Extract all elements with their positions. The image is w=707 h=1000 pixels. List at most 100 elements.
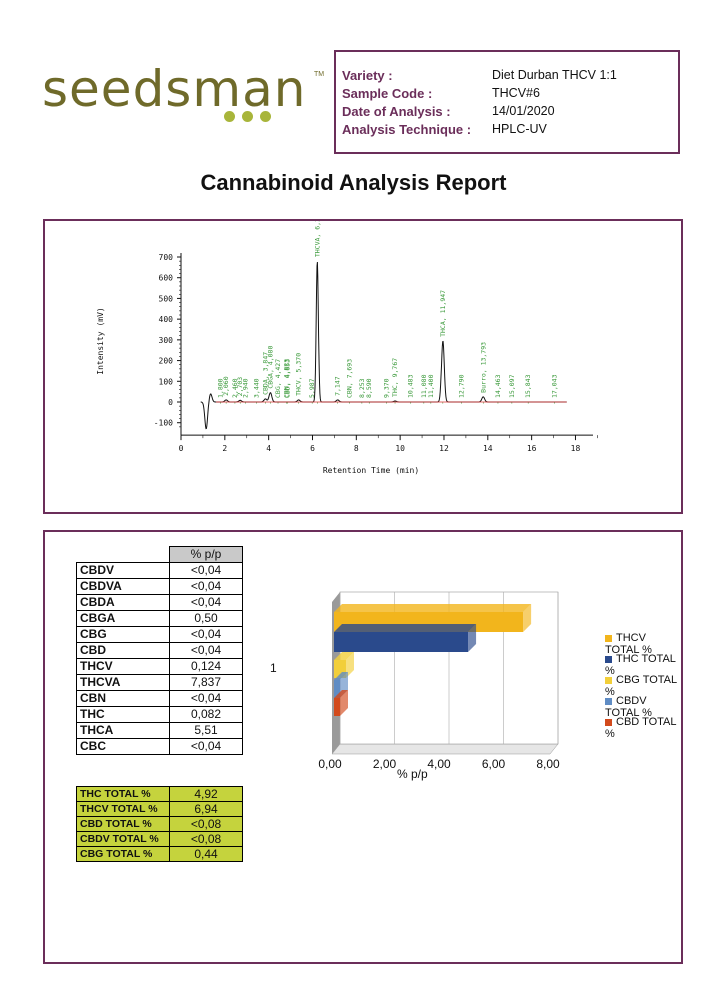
cannabinoid-value: <0,04	[169, 578, 243, 595]
x-tick-label: 16	[527, 444, 537, 453]
cannabinoid-name: THCVA	[76, 674, 170, 691]
y-tick-label: 300	[159, 336, 174, 345]
peak-label: CBN, 7,693	[346, 359, 354, 398]
legend-label: CBDV TOTAL %	[605, 695, 652, 719]
table-row: CBDV <0,04	[76, 562, 243, 579]
bar-x-label: % p/p	[397, 767, 428, 781]
table-row: CBG <0,04	[76, 626, 243, 643]
totals-row: CBD TOTAL % <0,08	[76, 816, 243, 832]
legend-label: CBG TOTAL %	[605, 674, 677, 698]
peak-label: 2,460	[231, 378, 239, 398]
peak-label: Burro, 13,793	[479, 342, 487, 393]
cannabinoid-name: CBG	[76, 626, 170, 643]
bar-x-tick-label: 6,00	[482, 757, 506, 771]
chromatogram: 700 600 500 400 300 200 100 0 -100 0 2 4 6 8 10 12 14 16 1…	[96, 210, 598, 475]
variety-label: Variety :	[342, 68, 393, 83]
peak-label: 2,940	[241, 378, 249, 398]
cannabinoid-value: <0,04	[169, 626, 243, 643]
sample-info-box: Variety : Diet Durban THCV 1:1 Sample Co…	[334, 50, 680, 154]
legend-label: THC TOTAL %	[605, 653, 676, 677]
x-tick-label: 10	[395, 444, 405, 453]
peak-label: CBGA, 4,080	[266, 346, 274, 389]
cannabinoid-value: <0,04	[169, 594, 243, 611]
peak-label: 8,253	[358, 378, 366, 398]
peak-label: 11,400	[427, 374, 435, 398]
cannabinoid-value: <0,04	[169, 562, 243, 579]
bar-x-tick-label: 8,00	[536, 757, 560, 771]
table-header-row: % p/p	[76, 546, 243, 563]
totals-row: CBDV TOTAL % <0,08	[76, 831, 243, 847]
cannabinoid-name: CBD	[76, 642, 170, 659]
peak-label: THCVA, 6,223	[313, 221, 321, 257]
logo-dot	[260, 111, 271, 122]
totals-bar-chart: 0,00 2,00 4,00 6,00 8,00 1 % p/p	[270, 591, 560, 781]
peak-label: 14,463	[494, 374, 502, 398]
y-tick-label: 200	[159, 357, 174, 366]
chromatogram-x-label: Retention Time (min)	[323, 466, 419, 475]
peak-label: CBDA, 3,847	[261, 352, 269, 395]
total-value: 6,94	[169, 801, 243, 817]
date-label: Date of Analysis :	[342, 104, 451, 119]
table-row: CBC <0,04	[76, 738, 243, 755]
column-header: % p/p	[169, 546, 243, 563]
peak-label: 5,987	[308, 378, 316, 398]
bar-cbg-total	[334, 652, 354, 678]
peak-label: THCV, 5,370	[295, 353, 303, 396]
legend-label: THCV TOTAL %	[605, 632, 652, 656]
peak-label: 15,843	[524, 374, 532, 398]
peak-label: 2,703	[236, 377, 244, 397]
y-tick-label: 0	[168, 398, 173, 407]
technique-value: HPLC-UV	[492, 122, 547, 136]
chromatogram-y-label: Intensity (mV)	[96, 307, 105, 374]
logo-dot	[224, 111, 235, 122]
y-tick-label: 700	[159, 253, 174, 262]
date-value: 14/01/2020	[492, 104, 555, 118]
table-row: CBGA 0,50	[76, 610, 243, 627]
bar-cbd-total	[334, 690, 348, 716]
x-tick-label: 8	[354, 444, 359, 453]
legend-swatch	[605, 655, 612, 663]
logo-text: seedsman	[42, 60, 307, 118]
legend-item: CBDV TOTAL %	[605, 695, 681, 719]
peak-label: 2,060	[222, 376, 230, 396]
cannabinoid-name: CBC	[76, 738, 170, 755]
total-name: CBD TOTAL %	[76, 816, 170, 832]
legend-item: CBG TOTAL %	[605, 674, 681, 698]
total-value: <0,08	[169, 831, 243, 847]
cannabinoid-name: THC	[76, 706, 170, 723]
cannabinoid-name: THCV	[76, 658, 170, 675]
peak-label: 3,440	[252, 378, 260, 398]
cannabinoid-table: % p/p CBDV <0,04 CBDVA <0,04 CBDA <0,04 CBG…	[76, 546, 243, 755]
table-row: CBD <0,04	[76, 642, 243, 659]
x-tick-label: 4	[266, 444, 271, 453]
legend-swatch	[605, 697, 612, 705]
results-panel: % p/p CBDV <0,04 CBDVA <0,04 CBDA <0,04 CBG…	[43, 530, 683, 964]
cannabinoid-value: <0,04	[169, 642, 243, 659]
legend-label: CBD TOTAL %	[605, 716, 677, 740]
peak-label: 8,590	[365, 378, 373, 398]
x-tick-label: 14	[483, 444, 493, 453]
sample-code-label: Sample Code :	[342, 86, 433, 101]
peak-label: CBN, 4,823	[283, 359, 291, 398]
total-value: <0,08	[169, 816, 243, 832]
technique-label: Analysis Technique :	[342, 122, 472, 137]
cannabinoid-value: <0,04	[169, 690, 243, 707]
table-row: CBDVA <0,04	[76, 578, 243, 595]
x-tick-label: 2	[222, 444, 227, 453]
totals-row: CBG TOTAL % 0,44	[76, 846, 243, 862]
table-row: THCA 5,51	[76, 722, 243, 739]
table-row: CBN <0,04	[76, 690, 243, 707]
bar-x-tick-label: 2,00	[373, 757, 397, 771]
legend-swatch	[605, 676, 612, 684]
y-tick-label: 500	[159, 294, 174, 303]
total-name: CBDV TOTAL %	[76, 831, 170, 847]
bar-thc-total	[334, 624, 477, 652]
cannabinoid-name: THCA	[76, 722, 170, 739]
totals-table: THC TOTAL % 4,92 THCV TOTAL % 6,94 CBD TOT…	[76, 786, 243, 862]
cannabinoid-name: CBDA	[76, 594, 170, 611]
legend-swatch	[605, 718, 612, 726]
cannabinoid-value: <0,04	[169, 738, 243, 755]
report-title: Cannabinoid Analysis Report	[200, 170, 507, 195]
table-row: THCV 0,124	[76, 658, 243, 675]
peak-label: 15,097	[508, 374, 516, 398]
